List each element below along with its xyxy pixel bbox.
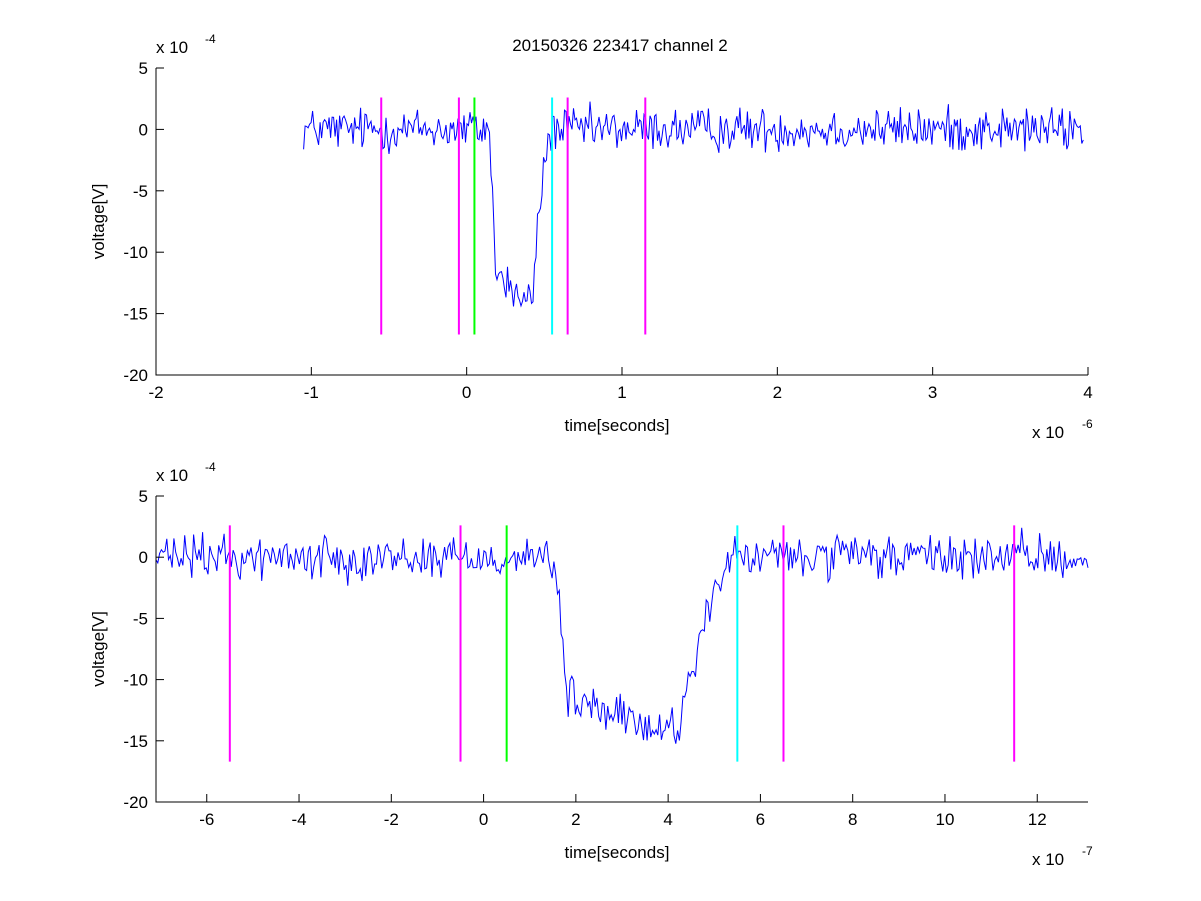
x-scale-multiplier: x 10 (1032, 850, 1064, 869)
y-tick-label: -15 (123, 305, 148, 324)
y-axis-label: voltage[V] (89, 611, 108, 687)
y-tick-label: 5 (139, 487, 148, 506)
x-tick-label: 1 (617, 383, 626, 402)
x-tick-label: -1 (304, 383, 319, 402)
x-tick-label: -2 (148, 383, 163, 402)
x-tick-label: 8 (848, 810, 857, 829)
y-scale-multiplier: x 10 (156, 38, 188, 57)
axes-frame (155, 496, 1088, 803)
x-scale-exponent: -7 (1082, 844, 1093, 858)
y-scale-exponent: -4 (205, 32, 216, 46)
x-axis-label: time[seconds] (565, 843, 670, 862)
x-tick-label: 10 (936, 810, 955, 829)
y-tick-label: -5 (133, 609, 148, 628)
y-tick-label: -10 (123, 243, 148, 262)
x-scale-exponent: -6 (1082, 417, 1093, 431)
x-tick-label: 4 (1083, 383, 1092, 402)
x-scale-multiplier: x 10 (1032, 423, 1064, 442)
y-tick-label: 0 (139, 548, 148, 567)
x-tick-label: -6 (199, 810, 214, 829)
x-tick-label: 0 (479, 810, 488, 829)
x-tick-label: 0 (462, 383, 471, 402)
y-scale-multiplier: x 10 (156, 466, 188, 485)
x-tick-label: 4 (663, 810, 672, 829)
top-plot: -2 -1 0 1 2 3 4-20-15-10-505time[seconds]volta… (89, 32, 1093, 442)
y-tick-label: -20 (123, 793, 148, 812)
x-tick-label: -4 (291, 810, 306, 829)
y-tick-label: 5 (139, 59, 148, 78)
x-tick-label: -2 (384, 810, 399, 829)
axes-frame (155, 68, 1088, 376)
y-scale-exponent: -4 (205, 460, 216, 474)
x-tick-label: 2 (773, 383, 782, 402)
y-tick-label: -10 (123, 671, 148, 690)
signal-series-line (303, 101, 1084, 308)
y-tick-label: -20 (123, 366, 148, 385)
y-axis-label: voltage[V] (89, 184, 108, 260)
x-tick-label: 12 (1028, 810, 1047, 829)
signal-series-line (155, 527, 1089, 744)
x-tick-label: 3 (928, 383, 937, 402)
figure-title: 20150326 223417 channel 2 (512, 36, 728, 55)
y-tick-label: -15 (123, 732, 148, 751)
x-tick-label: 2 (571, 810, 580, 829)
x-axis-label: time[seconds] (565, 416, 670, 435)
bottom-plot: -6 -4 -2 0 2 4 6 8 10 12-20-15-10-505time[seconds… (89, 460, 1093, 869)
y-tick-label: 0 (139, 120, 148, 139)
x-tick-label: 6 (756, 810, 765, 829)
y-tick-label: -5 (133, 182, 148, 201)
